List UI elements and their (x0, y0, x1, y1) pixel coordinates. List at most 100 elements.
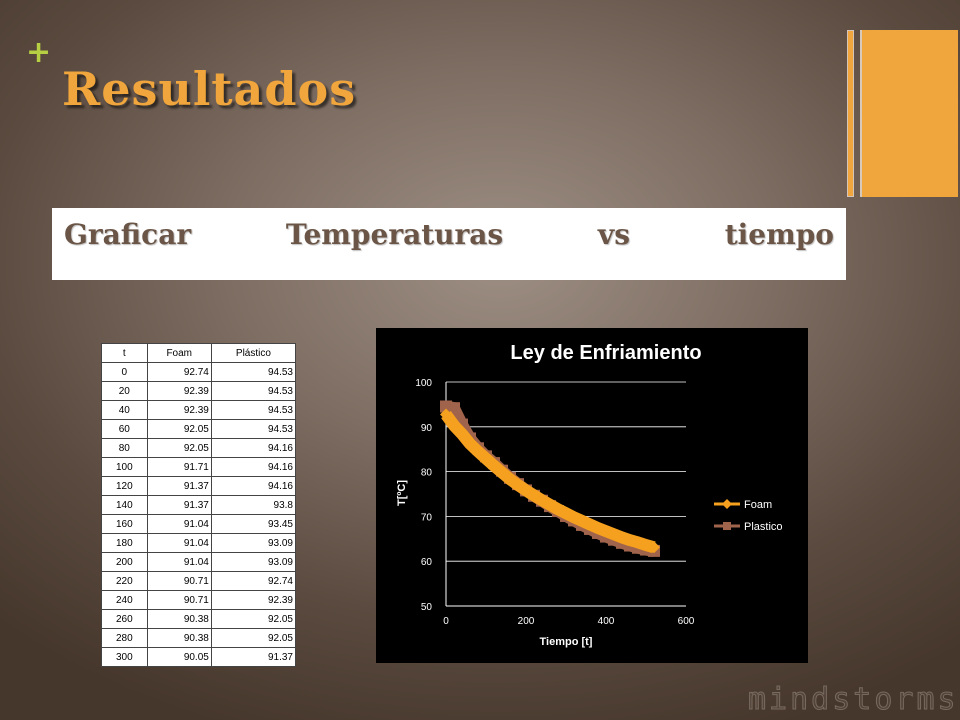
table-row: 280 90.38 92.05 (101, 628, 297, 648)
table-cell: 93.09 (210, 552, 297, 572)
table-cell: 0 (101, 362, 148, 382)
table-row: 220 90.71 92.74 (101, 571, 297, 591)
legend-item-plastico: Plastico (714, 521, 783, 533)
table-cell: 92.39 (210, 590, 297, 610)
legend-label: Plastico (744, 521, 783, 533)
column-header: Foam (146, 343, 212, 363)
y-tick-label: 90 (421, 423, 433, 434)
table-row: 60 92.05 94.53 (101, 419, 297, 439)
cooling-chart: Ley de Enfriamiento 50 60 70 80 90 100 0 200 400… (396, 342, 783, 648)
data-point-foam (464, 437, 476, 450)
table-cell: 94.53 (210, 381, 297, 401)
table-row: 20 92.39 94.53 (101, 381, 297, 401)
table-cell: 94.53 (210, 419, 297, 439)
legend-square-icon (723, 522, 731, 530)
table-cell: 94.16 (210, 457, 297, 477)
decorative-bar-thin (847, 30, 854, 197)
table-cell: 90.71 (146, 590, 212, 610)
y-tick-label: 60 (421, 557, 433, 568)
table-row: 240 90.71 92.39 (101, 590, 297, 610)
x-tick-label: 400 (598, 616, 615, 627)
y-tick-label: 100 (415, 378, 432, 389)
table-cell: 180 (101, 533, 148, 553)
watermark-logo: mindstorms (748, 682, 959, 718)
table-row: 300 90.05 91.37 (101, 647, 297, 667)
table-cell: 300 (101, 647, 148, 667)
subtitle-word: vs (597, 218, 630, 251)
subtitle-word: Graficar (64, 218, 192, 251)
x-tick-label: 0 (443, 616, 449, 627)
column-header: t (101, 343, 148, 363)
table-row: 80 92.05 94.16 (101, 438, 297, 458)
legend-diamond-icon (722, 499, 732, 509)
data-point-foam (632, 536, 644, 549)
data-point-foam (640, 539, 652, 552)
chart-legend: Foam Plastico (714, 499, 783, 533)
data-point-foam (560, 507, 572, 520)
table-cell: 92.05 (210, 609, 297, 629)
y-tick-label: 50 (421, 602, 433, 613)
series-line-plastico (444, 400, 655, 557)
table-cell: 90.05 (146, 647, 212, 667)
legend-label: Foam (744, 499, 772, 511)
table-cell: 90.71 (146, 571, 212, 591)
data-point-foam (600, 525, 612, 538)
y-tick-label: 80 (421, 468, 433, 479)
table-cell: 140 (101, 495, 148, 515)
slide-title: Resultados (62, 62, 357, 116)
series-line-foam (441, 410, 656, 554)
table-row: 160 91.04 93.45 (101, 514, 297, 534)
table-cell: 260 (101, 609, 148, 629)
table-cell: 100 (101, 457, 148, 477)
table-header-row: t Foam Plástico (101, 343, 297, 363)
table-cell: 91.04 (146, 552, 212, 572)
table-cell: 93.8 (210, 495, 297, 515)
table-cell: 60 (101, 419, 148, 439)
table-cell: 280 (101, 628, 148, 648)
table-cell: 93.09 (210, 533, 297, 553)
data-point-foam (552, 503, 564, 516)
subtitle-word: Temperaturas (285, 218, 504, 251)
table-cell: 94.16 (210, 476, 297, 496)
data-point-foam (448, 419, 460, 432)
table-row: 140 91.37 93.8 (101, 495, 297, 515)
table-cell: 91.04 (146, 533, 212, 553)
table-cell: 94.53 (210, 362, 297, 382)
table-cell: 120 (101, 476, 148, 496)
table-cell: 220 (101, 571, 148, 591)
x-tick-label: 200 (518, 616, 535, 627)
table-row: 40 92.39 94.53 (101, 400, 297, 420)
table-cell: 92.05 (210, 628, 297, 648)
data-point-foam (544, 498, 556, 511)
subtitle-word: tiempo (724, 218, 834, 251)
chart-title: Ley de Enfriamiento (510, 342, 701, 364)
data-point-foam (568, 511, 580, 524)
data-point-foam (520, 484, 532, 497)
table-cell: 91.37 (210, 647, 297, 667)
table-cell: 91.71 (146, 457, 212, 477)
data-point-foam (472, 445, 484, 458)
subtitle-box: Graficar Temperaturas vs tiempo (52, 208, 846, 280)
table-row: 100 91.71 94.16 (101, 457, 297, 477)
table-cell: 92.74 (146, 362, 212, 382)
table-cell: 200 (101, 552, 148, 572)
table-row: 120 91.37 94.16 (101, 476, 297, 496)
data-point-foam (528, 489, 540, 502)
data-point-foam (504, 473, 516, 486)
x-axis-label: Tiempo [t] (540, 636, 593, 648)
table-cell: 20 (101, 381, 148, 401)
table-cell: 94.53 (210, 400, 297, 420)
chart-axes: 50 60 70 80 90 100 0 200 400 600 (415, 378, 694, 627)
legend-item-foam: Foam (714, 499, 772, 511)
data-point-foam (648, 541, 660, 554)
table-body: 0 92.74 94.53 20 92.39 94.53 40 92.39 94.53 60 92.… (101, 362, 297, 667)
table-cell: 90.38 (146, 609, 212, 629)
table-cell: 91.04 (146, 514, 212, 534)
chart-series (440, 400, 660, 557)
data-point-foam (536, 494, 548, 507)
table-cell: 240 (101, 590, 148, 610)
table-cell: 92.39 (146, 381, 212, 401)
table-cell: 90.38 (146, 628, 212, 648)
data-point-foam (496, 466, 508, 479)
table-row: 260 90.38 92.05 (101, 609, 297, 629)
